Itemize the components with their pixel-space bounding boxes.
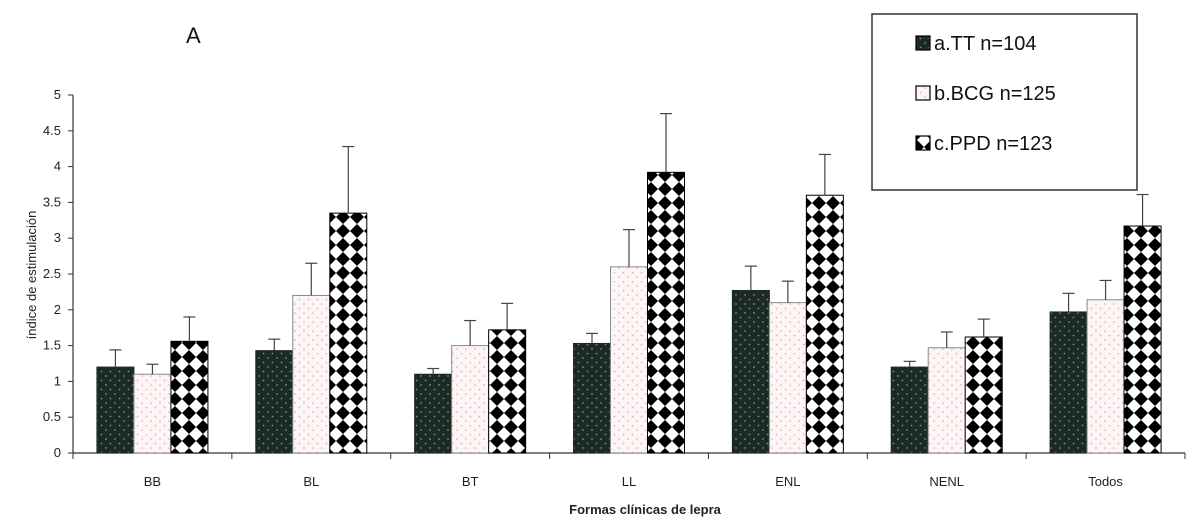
bar [96, 366, 135, 454]
x-tick-label: BB [144, 474, 161, 489]
bar [329, 212, 368, 454]
y-tick-label: 2.5 [43, 266, 61, 281]
x-tick-label: LL [622, 474, 636, 489]
bar [731, 289, 770, 454]
legend-entry: b.BCG n=125 [934, 83, 1056, 105]
bar [805, 194, 844, 454]
bar [927, 347, 966, 454]
bar [1049, 311, 1088, 454]
bar [414, 373, 453, 454]
bar [768, 302, 807, 454]
x-tick-label: Todos [1088, 474, 1123, 489]
x-tick-label: NENL [929, 474, 964, 489]
y-tick-label: 5 [54, 87, 61, 102]
y-tick-label: 2 [54, 302, 61, 317]
y-tick-label: 0.5 [43, 409, 61, 424]
legend-swatch [915, 85, 931, 101]
y-tick-label: 4.5 [43, 123, 61, 138]
legend-entry: c.PPD n=123 [934, 133, 1052, 155]
y-tick-label: 3.5 [43, 194, 61, 209]
bar [610, 266, 648, 454]
y-tick-label: 1.5 [43, 338, 61, 353]
y-axis-title: índice de estimulación [24, 211, 39, 340]
bar [133, 373, 172, 454]
y-tick-label: 3 [54, 230, 61, 245]
bar [1086, 299, 1125, 454]
bar [890, 366, 929, 454]
bar [647, 171, 685, 454]
y-tick-label: 4 [54, 159, 61, 174]
bar [573, 342, 611, 454]
legend: a.TT n=104 b.BCG n=125 c.PPD n=123 [871, 13, 1138, 191]
panel-label: A [186, 23, 201, 48]
x-tick-label: BL [303, 474, 319, 489]
bar [964, 336, 1003, 454]
legend-swatch [915, 135, 931, 151]
legend-entry: a.TT n=104 [934, 33, 1036, 55]
y-ticks: 0 0.5 1 1.5 2 2.5 3 3.5 4 4.5 5 [43, 87, 73, 460]
bar [170, 340, 209, 454]
bars [96, 113, 1162, 454]
x-ticks: BB BL BT LL ENL NENL Todos [72, 453, 1186, 489]
legend-swatch [915, 35, 931, 51]
bar [1123, 225, 1162, 454]
bar [451, 345, 490, 454]
bar [255, 350, 294, 454]
bar [292, 294, 331, 454]
x-axis-title: Formas clínicas de lepra [569, 502, 722, 517]
x-tick-label: BT [462, 474, 479, 489]
x-tick-label: ENL [775, 474, 800, 489]
y-tick-label: 0 [54, 445, 61, 460]
y-tick-label: 1 [54, 373, 61, 388]
bar [488, 329, 527, 454]
